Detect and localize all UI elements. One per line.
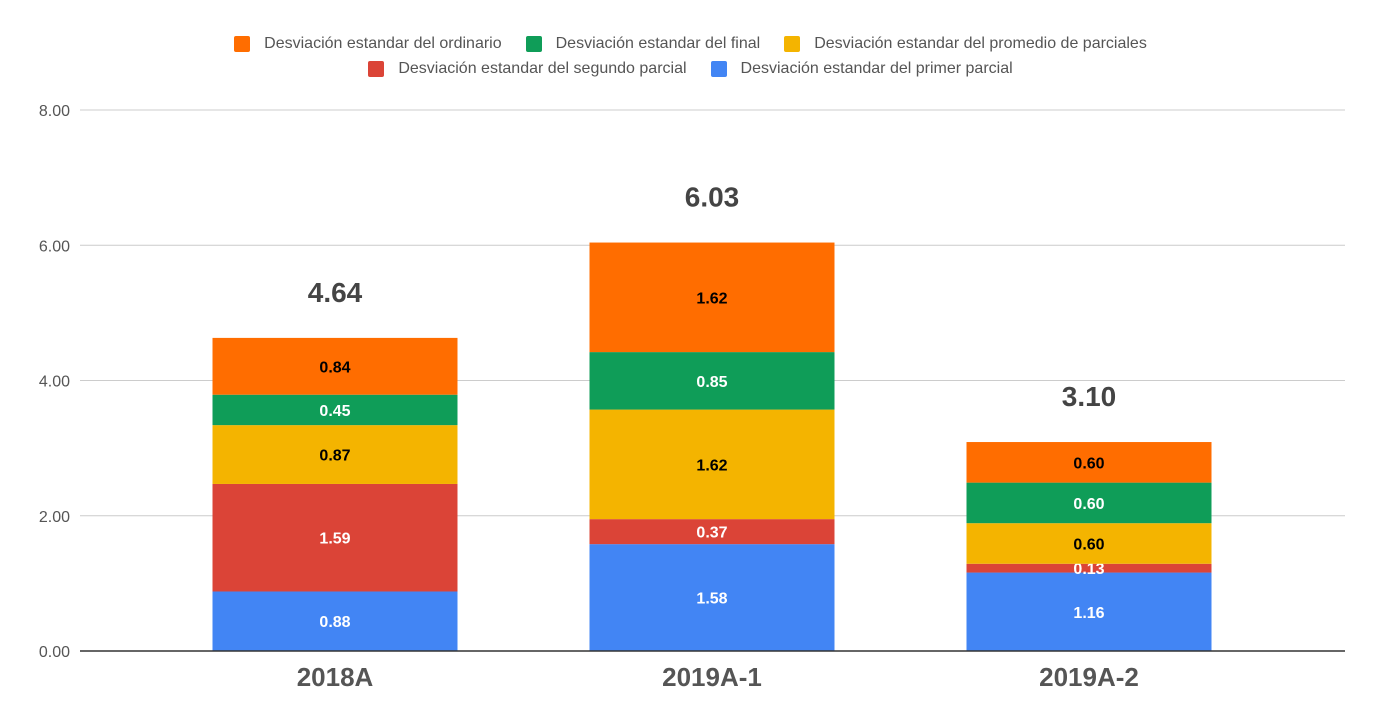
bar-segment[interactable] bbox=[966, 572, 1212, 651]
data-label: 0.13 bbox=[1073, 561, 1104, 578]
data-label: 1.58 bbox=[696, 591, 727, 608]
legend-swatch-segundo-parcial bbox=[368, 61, 385, 77]
legend-swatch-final bbox=[525, 36, 542, 52]
y-tick-label: 0.00 bbox=[39, 644, 70, 661]
legend-label-final: Desviación estandar del final bbox=[555, 35, 761, 52]
data-label: 0.60 bbox=[1073, 536, 1104, 553]
total-label: 3.10 bbox=[1062, 381, 1117, 412]
legend-label-ordinario: Desviación estandar del ordinario bbox=[264, 35, 502, 52]
data-label: 0.60 bbox=[1073, 455, 1104, 472]
bar-segment[interactable] bbox=[966, 482, 1212, 524]
legend-item-ordinario[interactable]: Desviación estandar del ordinario bbox=[234, 35, 502, 53]
x-tick-label: 2019A-2 bbox=[1039, 662, 1139, 692]
total-label: 6.03 bbox=[685, 182, 740, 213]
bar-segment[interactable] bbox=[589, 519, 835, 545]
y-tick-label: 4.00 bbox=[39, 374, 70, 391]
bar-segment[interactable] bbox=[212, 337, 458, 395]
data-label: 0.45 bbox=[319, 403, 350, 420]
legend-swatch-ordinario bbox=[234, 36, 251, 52]
legend-row-2: Desviación estandar del segundo parcial … bbox=[0, 60, 1381, 78]
legend-swatch-primer-parcial bbox=[710, 61, 727, 77]
y-tick-label: 2.00 bbox=[39, 509, 70, 526]
data-label: 0.85 bbox=[696, 374, 727, 391]
legend-row-1: Desviación estandar del ordinario Desvia… bbox=[0, 35, 1381, 53]
legend-item-promedio[interactable]: Desviación estandar del promedio de parc… bbox=[784, 35, 1147, 53]
data-label: 1.16 bbox=[1073, 605, 1104, 622]
bar-segment[interactable] bbox=[966, 442, 1212, 483]
data-label: 1.62 bbox=[696, 457, 727, 474]
legend-label-promedio: Desviación estandar del promedio de parc… bbox=[814, 35, 1147, 52]
data-label: 0.37 bbox=[696, 525, 727, 542]
x-tick-label: 2019A-1 bbox=[662, 662, 762, 692]
bar-segment[interactable] bbox=[212, 483, 458, 592]
data-label: 0.84 bbox=[319, 359, 350, 376]
bar-segment[interactable] bbox=[212, 591, 458, 651]
bar-segment[interactable] bbox=[589, 242, 835, 353]
legend-label-primer-parcial: Desviación estandar del primer parcial bbox=[740, 60, 1013, 77]
bar-segment[interactable] bbox=[966, 523, 1212, 564]
y-tick-label: 8.00 bbox=[39, 103, 70, 120]
bar-segment[interactable] bbox=[589, 352, 835, 410]
bar-segment[interactable] bbox=[212, 394, 458, 426]
bar-segment[interactable] bbox=[589, 409, 835, 520]
bar-segment[interactable] bbox=[966, 563, 1212, 573]
y-tick-label: 6.00 bbox=[39, 238, 70, 255]
x-tick-label: 2018A bbox=[297, 662, 374, 692]
data-label: 0.60 bbox=[1073, 496, 1104, 513]
legend-item-segundo-parcial[interactable]: Desviación estandar del segundo parcial bbox=[368, 60, 687, 78]
data-label: 1.59 bbox=[319, 531, 350, 548]
legend-item-final[interactable]: Desviación estandar del final bbox=[525, 35, 761, 53]
legend-item-primer-parcial[interactable]: Desviación estandar del primer parcial bbox=[710, 60, 1013, 78]
data-label: 0.88 bbox=[319, 614, 350, 631]
bar-segment[interactable] bbox=[589, 544, 835, 651]
total-label: 4.64 bbox=[308, 277, 363, 308]
legend-swatch-promedio bbox=[784, 36, 801, 52]
data-label: 0.87 bbox=[319, 448, 350, 465]
legend-label-segundo-parcial: Desviación estandar del segundo parcial bbox=[398, 60, 687, 77]
data-label: 1.62 bbox=[696, 290, 727, 307]
bar-segment[interactable] bbox=[212, 425, 458, 484]
